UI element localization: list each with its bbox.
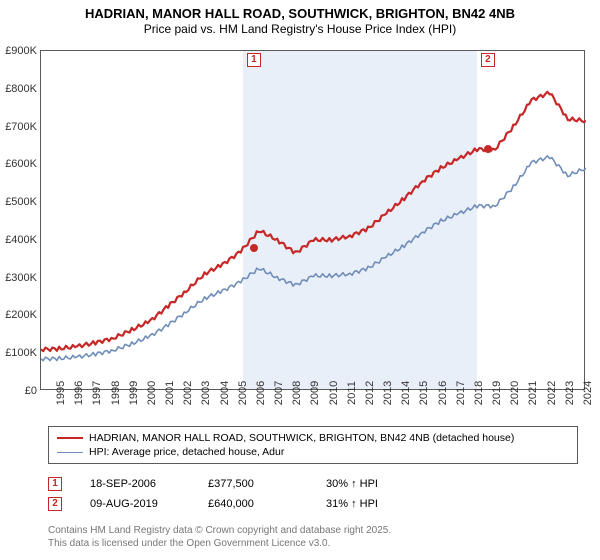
price-point-row: 2 09-AUG-2019 £640,000 31% ↑ HPI bbox=[48, 494, 416, 514]
price-point-row: 1 18-SEP-2006 £377,500 30% ↑ HPI bbox=[48, 474, 416, 494]
legend-swatch bbox=[57, 452, 83, 453]
y-tick-label: £100K bbox=[5, 347, 37, 359]
y-tick-label: £400K bbox=[5, 234, 37, 246]
price-point-date: 18-SEP-2006 bbox=[90, 478, 180, 490]
legend-row: HADRIAN, MANOR HALL ROAD, SOUTHWICK, BRI… bbox=[57, 431, 569, 445]
price-point-dot bbox=[250, 244, 258, 252]
price-point-price: £377,500 bbox=[208, 478, 298, 490]
price-point-pct: 31% ↑ HPI bbox=[326, 498, 416, 510]
title-line-2: Price paid vs. HM Land Registry's House … bbox=[0, 22, 600, 37]
y-tick-label: £300K bbox=[5, 272, 37, 284]
series-svg bbox=[41, 51, 586, 391]
legend-row: HPI: Average price, detached house, Adur bbox=[57, 445, 569, 459]
price-point-index-box: 1 bbox=[48, 477, 62, 491]
series-price_paid bbox=[41, 92, 586, 351]
title-block: HADRIAN, MANOR HALL ROAD, SOUTHWICK, BRI… bbox=[0, 0, 600, 37]
price-point-date: 09-AUG-2019 bbox=[90, 498, 180, 510]
y-tick-label: £900K bbox=[5, 45, 37, 57]
price-point-pct: 30% ↑ HPI bbox=[326, 478, 416, 490]
attribution-line-2: This data is licensed under the Open Gov… bbox=[48, 537, 391, 550]
price-point-dot bbox=[484, 145, 492, 153]
legend-label: HADRIAN, MANOR HALL ROAD, SOUTHWICK, BRI… bbox=[89, 432, 514, 444]
title-line-1: HADRIAN, MANOR HALL ROAD, SOUTHWICK, BRI… bbox=[0, 6, 600, 22]
price-point-price: £640,000 bbox=[208, 498, 298, 510]
price-point-table: 1 18-SEP-2006 £377,500 30% ↑ HPI 2 09-AUG-201… bbox=[48, 474, 416, 514]
attribution: Contains HM Land Registry data © Crown c… bbox=[48, 524, 391, 550]
y-tick-label: £700K bbox=[5, 121, 37, 133]
y-tick-label: £600K bbox=[5, 158, 37, 170]
price-point-index-box: 2 bbox=[48, 497, 62, 511]
price-point-marker: 2 bbox=[481, 53, 495, 67]
price-vs-hpi-chart: HADRIAN, MANOR HALL ROAD, SOUTHWICK, BRI… bbox=[0, 0, 600, 560]
plot-area: £0£100K£200K£300K£400K£500K£600K£700K£80… bbox=[40, 50, 585, 390]
y-tick-label: £500K bbox=[5, 196, 37, 208]
price-point-marker: 1 bbox=[247, 53, 261, 67]
y-tick-label: £200K bbox=[5, 309, 37, 321]
y-tick-label: £800K bbox=[5, 83, 37, 95]
legend: HADRIAN, MANOR HALL ROAD, SOUTHWICK, BRI… bbox=[48, 426, 578, 464]
legend-label: HPI: Average price, detached house, Adur bbox=[89, 446, 284, 458]
y-tick-label: £0 bbox=[25, 385, 37, 397]
series-hpi bbox=[41, 156, 586, 361]
legend-swatch bbox=[57, 437, 83, 439]
attribution-line-1: Contains HM Land Registry data © Crown c… bbox=[48, 524, 391, 537]
